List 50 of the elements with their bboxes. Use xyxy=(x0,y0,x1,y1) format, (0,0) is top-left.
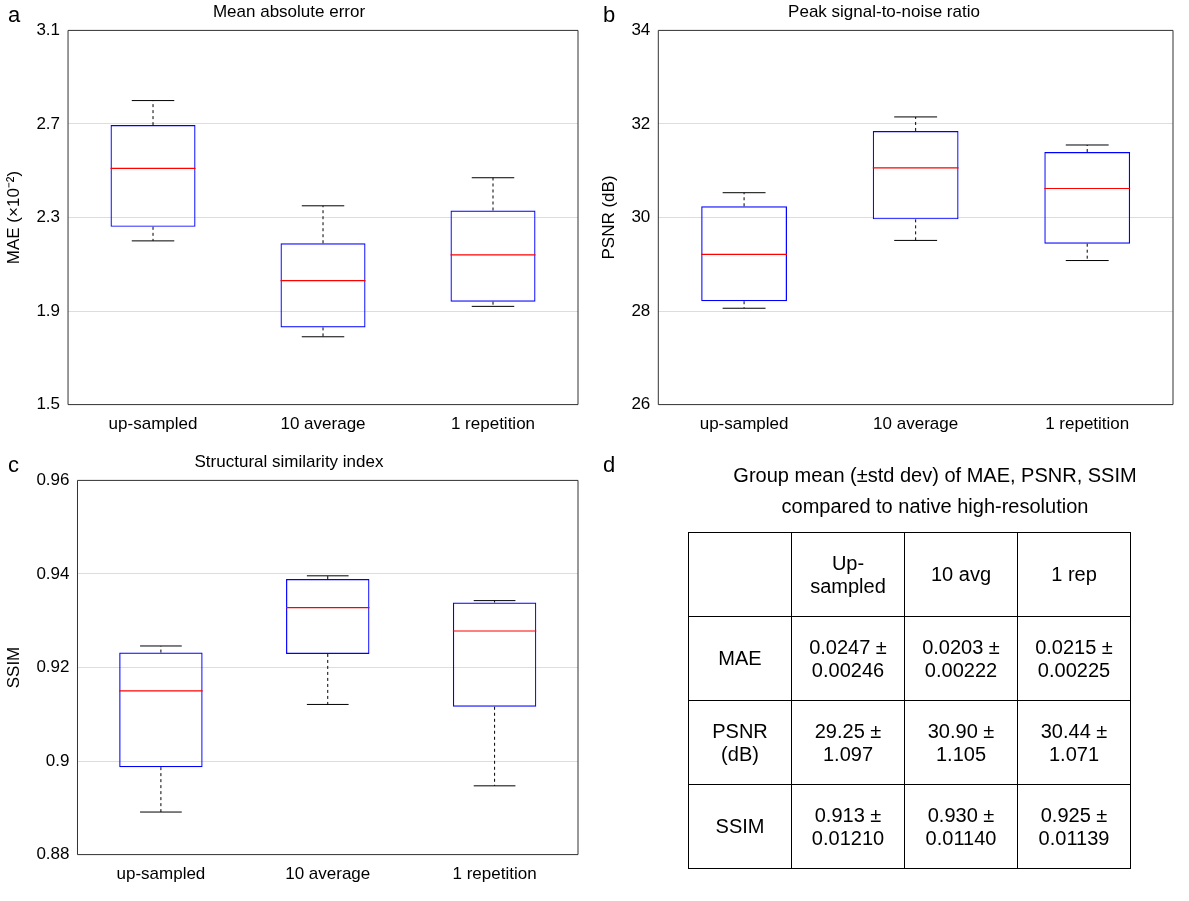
y-axis-title: SSIM xyxy=(3,646,23,689)
x-tick-label: up-sampled xyxy=(116,864,206,884)
category-label: PSNR (dB) xyxy=(712,719,768,765)
text: a xyxy=(8,2,21,28)
text: c xyxy=(8,452,19,478)
category-label: 1 rep xyxy=(1017,532,1131,617)
y-tick-label: 0.9 xyxy=(45,750,70,770)
text: 0.0203 ± 0.00222 xyxy=(922,635,1000,681)
y-tick-label: 2.7 xyxy=(36,113,61,133)
category-label: 10 avg xyxy=(904,532,1018,617)
text: 0.930 ± 0.01140 xyxy=(925,803,997,849)
y-tick-label: 28 xyxy=(631,300,651,320)
y-tick-label: 0.92 xyxy=(36,657,70,677)
y-tick-label: 30 xyxy=(631,207,651,227)
text: d xyxy=(603,452,616,478)
text: b xyxy=(603,2,616,28)
x-tick-label: 10 average xyxy=(285,864,371,884)
y-tick-label: 34 xyxy=(631,20,651,40)
x-tick-label: up-sampled xyxy=(699,414,789,434)
x-tick-label: 10 average xyxy=(280,414,366,434)
y-tick-label: 1.9 xyxy=(36,300,61,320)
category-label: MAE xyxy=(718,647,762,669)
text: 0.925 ± 0.01139 xyxy=(1038,803,1110,849)
y-tick-label: 3.1 xyxy=(36,20,61,40)
x-tick-label: 10 average xyxy=(873,414,959,434)
text: 0.0247 ± 0.00246 xyxy=(809,635,887,681)
y-axis-title: PSNR (dB) xyxy=(598,175,618,260)
y-tick-label: 0.94 xyxy=(36,563,70,583)
chart-title: Structural similarity index xyxy=(194,451,384,471)
y-tick-label: 32 xyxy=(631,113,651,133)
y-tick-label: 0.96 xyxy=(36,470,70,490)
y-tick-label: 0.88 xyxy=(36,844,70,864)
text: Group mean (±std dev) of MAE, PSNR, SSIM compared to native high-resolution xyxy=(732,463,1138,519)
y-axis-title: MAE (×10⁻²) xyxy=(3,170,23,265)
x-tick-label: 1 repetition xyxy=(450,414,536,434)
text: 0.0215 ± 0.00225 xyxy=(1035,635,1113,681)
x-tick-label: up-sampled xyxy=(108,414,198,434)
chart-title: Mean absolute error xyxy=(212,1,366,21)
text: 30.44 ± 1.071 xyxy=(1040,719,1108,765)
category-label: Up-sampled xyxy=(791,532,905,617)
y-tick-label: 1.5 xyxy=(36,394,61,414)
category-label: SSIM xyxy=(715,815,765,837)
text: 29.25 ± 1.097 xyxy=(814,719,882,765)
y-tick-label: 26 xyxy=(631,394,651,414)
x-tick-label: 1 repetition xyxy=(1045,414,1130,434)
x-tick-label: 1 repetition xyxy=(452,864,537,884)
text: 30.90 ± 1.105 xyxy=(927,719,995,765)
y-tick-label: 2.3 xyxy=(36,207,61,227)
text: 0.913 ± 0.01210 xyxy=(811,803,885,849)
chart-title: Peak signal-to-noise ratio xyxy=(788,1,980,21)
